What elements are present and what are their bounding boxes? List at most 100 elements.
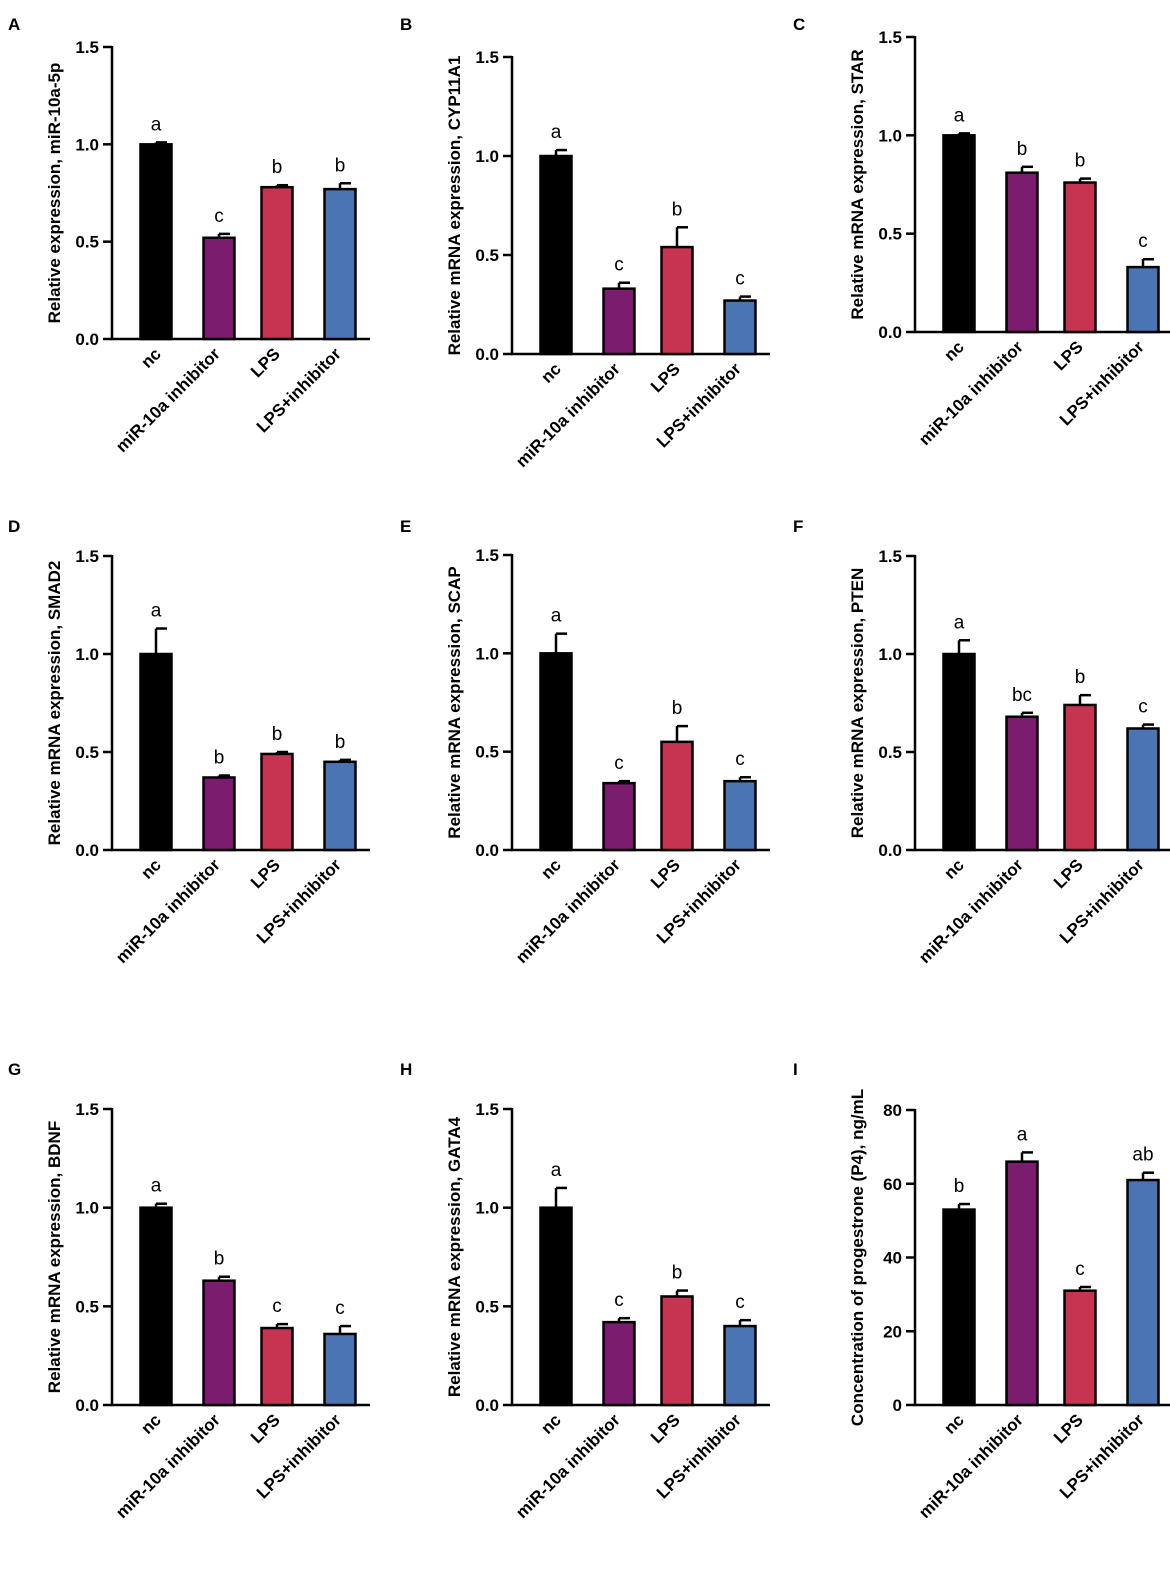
panel-letter: A [8,15,20,34]
significance-letter: c [735,749,745,770]
category-label: miR-10a inhibitor [112,855,224,967]
y-tick-label: 0 [893,1396,902,1415]
category-label: LPS [647,855,684,892]
significance-letter: a [551,1160,562,1181]
bar-lps [660,740,694,852]
significance-letter: c [1075,1259,1085,1280]
y-tick-label: 0.0 [75,1396,99,1415]
bar-lps [660,1295,694,1407]
y-axis-label: Relative mRNA expression, SMAD2 [45,561,64,846]
y-axis-label: Relative expression, miR-10a-5p [45,63,64,324]
category-label: LPS [647,359,684,396]
significance-letter: b [1075,151,1086,172]
significance-letter: c [214,206,224,227]
chart-panel-D: D 0.0 0.5 1.0 1.5 Relative mRNA expression, S… [8,517,370,967]
y-tick-label: 0.5 [475,1297,499,1316]
category-label: LPS [247,855,284,892]
bar-lps-inhibitor [323,1332,357,1407]
y-tick-label: 0.5 [75,233,99,252]
y-tick-label: 0.0 [475,1396,499,1415]
y-tick-label: 1.0 [475,1199,499,1218]
category-label: miR-10a inhibitor [915,1410,1027,1522]
bar-lps-inhibitor [1126,1178,1160,1407]
y-axis-label: Relative mRNA expression, SCAP [445,566,464,838]
category-label: miR-10a inhibitor [915,337,1027,449]
y-tick-label: 0.5 [75,1297,99,1316]
bar-nc [942,1208,976,1407]
y-tick-label: 40 [883,1249,902,1268]
significance-letter: c [614,753,624,774]
category-label: nc [137,344,164,371]
bar-nc [139,652,173,852]
bar-nc [139,1206,173,1407]
significance-letter: c [614,1290,624,1311]
category-label: LPS [247,344,284,381]
category-label: nc [537,1410,564,1437]
y-tick-label: 0.0 [475,345,499,364]
bar-lps-inhibitor [723,1324,757,1407]
bar-lps-inhibitor [723,299,757,356]
bar-lps-inhibitor [723,779,757,852]
significance-letter: b [214,748,225,769]
significance-letter: c [335,1298,345,1319]
bar-mir-10a-inhibitor [202,236,236,341]
category-label: miR-10a inhibitor [112,1410,224,1522]
significance-letter: b [335,732,346,753]
y-tick-label: 1.5 [75,38,99,57]
significance-letter: b [272,724,283,745]
category-label: nc [537,855,564,882]
bar-mir-10a-inhibitor [1005,715,1039,852]
y-tick-label: 0.5 [75,743,99,762]
y-tick-label: 1.5 [475,1100,499,1119]
y-tick-label: 0.5 [878,743,902,762]
bar-nc [139,143,173,341]
bar-mir-10a-inhibitor [1005,171,1039,334]
bar-lps [260,1326,294,1407]
y-axis-label: Relative mRNA expression, PTEN [848,568,867,839]
panel-letter: D [8,517,20,536]
chart-panel-H: H 0.0 0.5 1.0 1.5 Relative mRNA expression, G… [400,1060,770,1522]
category-label: nc [137,1410,164,1437]
significance-letter: a [151,601,162,622]
significance-letter: b [335,155,346,176]
bar-nc [942,652,976,852]
panel-letter: G [8,1060,21,1079]
y-tick-label: 0.5 [878,225,902,244]
y-tick-label: 1.0 [878,126,902,145]
y-tick-label: 1.5 [475,48,499,67]
y-axis-label: Relative mRNA expression, CYP11A1 [445,56,464,356]
bar-mir-10a-inhibitor [602,781,636,852]
category-label: miR-10a inhibitor [915,855,1027,967]
y-tick-label: 0.0 [75,330,99,349]
category-label: nc [940,1410,967,1437]
bar-lps-inhibitor [323,187,357,341]
significance-letter: b [954,1176,965,1197]
category-label: nc [940,855,967,882]
significance-letter: b [1075,667,1086,688]
significance-letter: b [672,1263,683,1284]
bar-lps [1063,181,1097,334]
bar-nc [539,1206,573,1407]
chart-panel-B: B 0.0 0.5 1.0 1.5 Relative mRNA expression, C… [400,15,770,471]
y-tick-label: 1.0 [475,644,499,663]
bar-mir-10a-inhibitor [1005,1160,1039,1407]
significance-letter: c [735,1292,745,1313]
y-tick-label: 1.0 [878,645,902,664]
y-tick-label: 0.0 [878,323,902,342]
y-tick-label: 1.0 [75,645,99,664]
y-axis-label: Relative mRNA expression, STAR [848,49,867,319]
panel-letter: I [793,1060,798,1079]
bar-lps [260,752,294,852]
significance-letter: b [214,1249,225,1270]
panel-letter: E [400,517,411,536]
significance-letter: c [272,1296,282,1317]
bar-lps [660,245,694,356]
category-label: miR-10a inhibitor [512,855,624,967]
panel-letter: H [400,1060,412,1079]
y-tick-label: 20 [883,1322,902,1341]
significance-letter: ab [1132,1145,1153,1166]
bar-mir-10a-inhibitor [602,287,636,356]
y-tick-label: 1.5 [878,547,902,566]
category-label: LPS [1050,855,1087,892]
